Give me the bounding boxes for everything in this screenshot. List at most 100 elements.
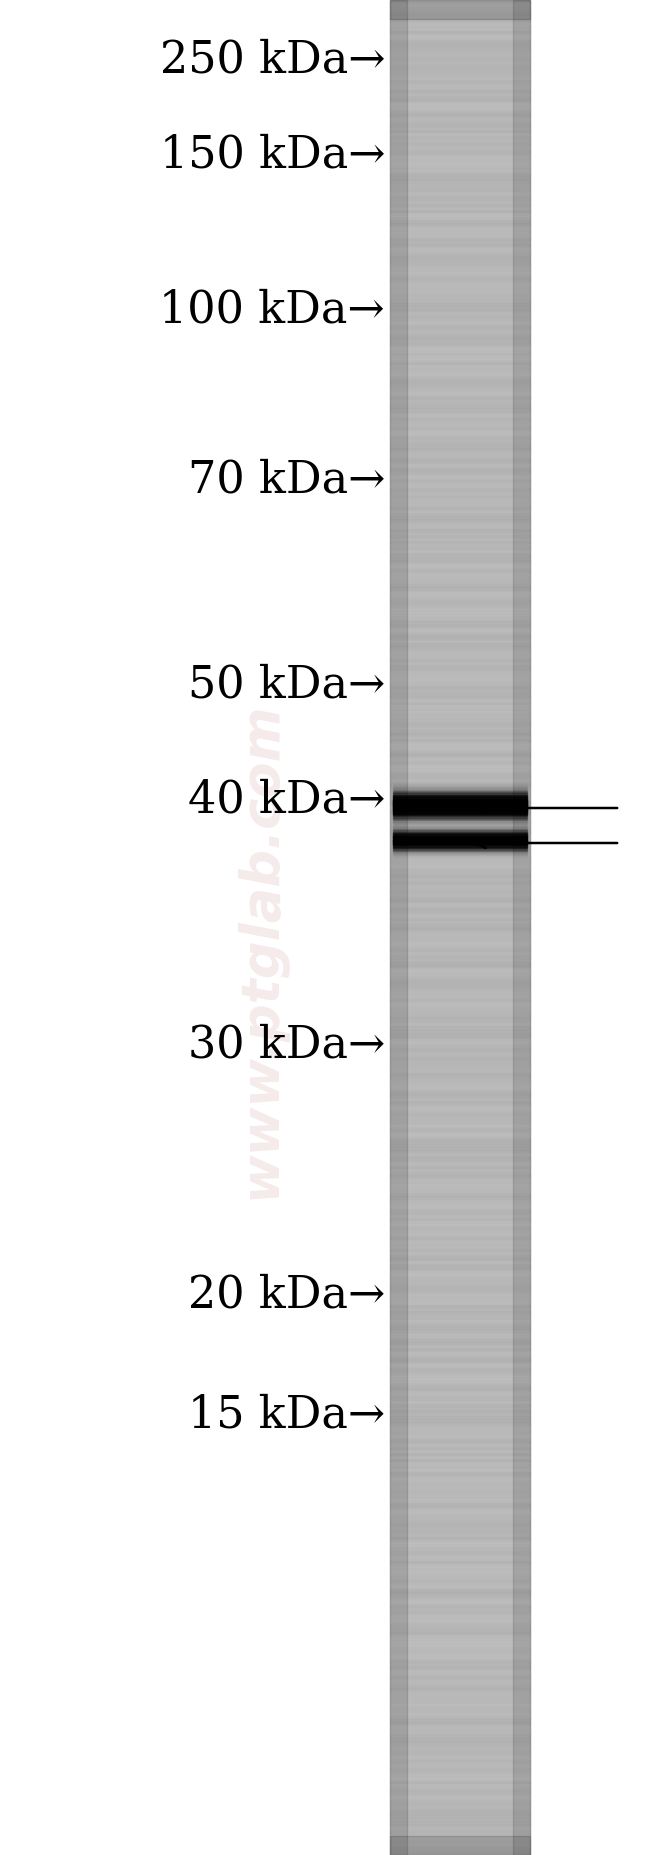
Bar <box>390 844 530 848</box>
Bar <box>390 1209 530 1211</box>
Bar <box>390 1747 530 1749</box>
Bar <box>390 1842 530 1846</box>
Bar <box>390 1261 530 1265</box>
Bar <box>390 380 530 384</box>
Bar <box>390 250 530 254</box>
Bar <box>390 4 530 6</box>
Bar <box>390 70 530 74</box>
Bar <box>390 1349 530 1350</box>
Bar <box>390 909 530 913</box>
Bar <box>390 1274 530 1276</box>
Text: 30 kDa→: 30 kDa→ <box>188 1024 385 1067</box>
Bar <box>390 37 530 41</box>
Bar <box>390 1818 530 1822</box>
Bar <box>390 1688 530 1692</box>
Bar <box>390 757 530 761</box>
Bar <box>390 1089 530 1091</box>
Bar <box>390 1796 530 1799</box>
Bar <box>390 41 530 43</box>
Bar <box>390 785 530 788</box>
Bar <box>390 130 530 134</box>
Text: 70 kDa→: 70 kDa→ <box>188 458 385 501</box>
Bar <box>390 696 530 699</box>
Bar <box>390 347 530 349</box>
Bar <box>390 1577 530 1580</box>
Bar <box>390 979 530 983</box>
Bar <box>390 124 530 126</box>
Bar <box>390 1530 530 1534</box>
Bar <box>390 226 530 228</box>
Bar <box>390 321 530 325</box>
Bar <box>390 69 530 70</box>
Bar <box>390 143 530 145</box>
Bar <box>390 1490 530 1493</box>
Bar <box>390 1141 530 1145</box>
Bar <box>390 612 530 616</box>
Bar <box>390 683 530 686</box>
Bar <box>390 1664 530 1666</box>
Bar <box>390 1382 530 1386</box>
Bar <box>390 338 530 339</box>
Bar <box>390 710 530 714</box>
Bar <box>390 803 530 807</box>
Bar <box>390 1113 530 1117</box>
Bar <box>390 1749 530 1753</box>
Bar <box>390 1182 530 1183</box>
Bar <box>390 686 530 690</box>
Bar <box>390 1219 530 1221</box>
Bar <box>390 1196 530 1200</box>
Bar <box>390 1475 530 1478</box>
Bar <box>390 1248 530 1252</box>
Bar <box>390 770 530 774</box>
Bar <box>390 1809 530 1812</box>
Bar <box>390 1701 530 1703</box>
Bar <box>390 723 530 727</box>
Bar <box>390 408 530 412</box>
Bar <box>390 403 530 404</box>
Bar <box>390 180 530 182</box>
Bar <box>390 887 530 890</box>
Bar <box>390 850 530 853</box>
Bar <box>390 1673 530 1675</box>
Bar <box>390 538 530 542</box>
Bar <box>390 1126 530 1128</box>
Bar <box>390 659 530 662</box>
Bar <box>390 352 530 356</box>
Bar <box>390 1803 530 1805</box>
Bar <box>390 1720 530 1721</box>
Text: 20 kDa→: 20 kDa→ <box>188 1273 385 1317</box>
Bar <box>390 607 530 608</box>
Bar <box>390 22 530 24</box>
Bar <box>390 247 530 250</box>
Bar <box>390 358 530 362</box>
Bar <box>390 245 530 247</box>
Bar <box>390 232 530 236</box>
Bar <box>390 1710 530 1712</box>
Bar <box>390 1554 530 1558</box>
Bar <box>390 900 530 903</box>
Bar <box>390 1321 530 1323</box>
Bar <box>390 1267 530 1271</box>
Bar <box>390 807 530 811</box>
Bar <box>390 848 530 850</box>
Bar <box>390 1061 530 1063</box>
Bar <box>390 1684 530 1688</box>
Bar <box>390 278 530 282</box>
Bar <box>390 1221 530 1224</box>
Bar <box>390 952 530 955</box>
Bar <box>390 163 530 167</box>
Bar <box>390 1694 530 1697</box>
Bar <box>390 328 530 330</box>
Bar <box>390 139 530 143</box>
Bar <box>390 1005 530 1007</box>
Bar <box>390 167 530 171</box>
Bar <box>390 59 530 61</box>
Bar <box>390 553 530 556</box>
Bar <box>390 106 530 108</box>
Bar <box>390 219 530 223</box>
Bar <box>390 1174 530 1178</box>
Bar <box>390 1766 530 1768</box>
Text: 250 kDa→: 250 kDa→ <box>159 39 385 82</box>
Bar <box>390 918 530 922</box>
Bar <box>390 1536 530 1540</box>
